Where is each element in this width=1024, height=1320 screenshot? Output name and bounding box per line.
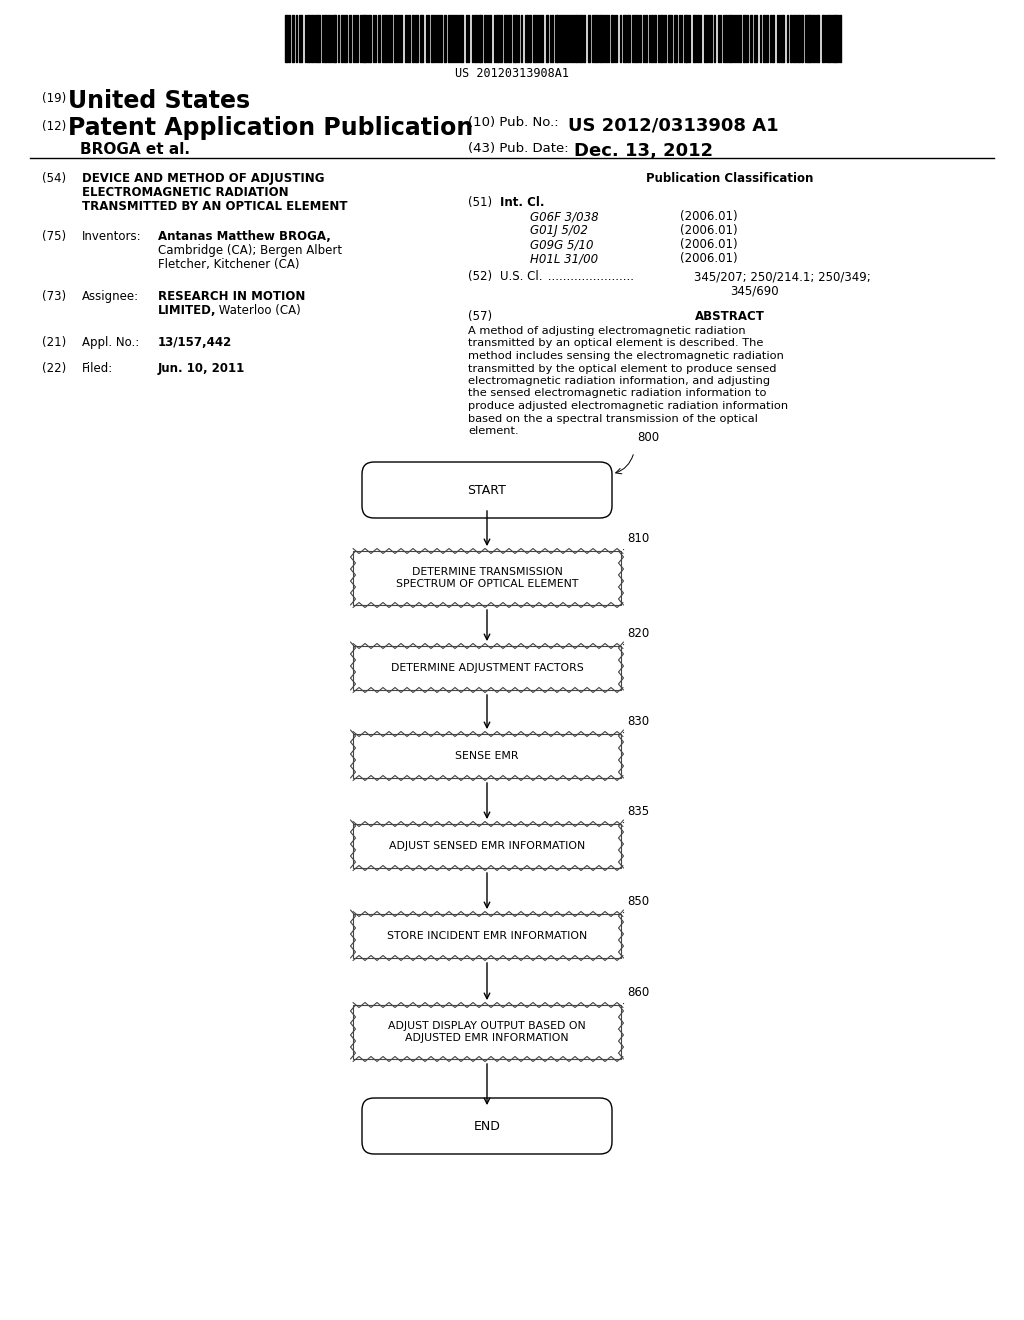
Text: A method of adjusting electromagnetic radiation: A method of adjusting electromagnetic ra…: [468, 326, 745, 337]
Text: produce adjusted electromagnetic radiation information: produce adjusted electromagnetic radiati…: [468, 401, 788, 411]
Text: G06F 3/038: G06F 3/038: [530, 210, 599, 223]
Text: (43) Pub. Date:: (43) Pub. Date:: [468, 143, 568, 154]
Text: G09G 5/10: G09G 5/10: [530, 238, 594, 251]
Text: DETERMINE TRANSMISSION
SPECTRUM OF OPTICAL ELEMENT: DETERMINE TRANSMISSION SPECTRUM OF OPTIC…: [396, 568, 579, 589]
Text: 835: 835: [627, 805, 649, 818]
Text: element.: element.: [468, 426, 518, 436]
Text: ADJUST SENSED EMR INFORMATION: ADJUST SENSED EMR INFORMATION: [389, 841, 585, 851]
Text: Patent Application Publication: Patent Application Publication: [68, 116, 473, 140]
FancyBboxPatch shape: [362, 1098, 612, 1154]
Text: (12): (12): [42, 120, 67, 133]
Text: Filed:: Filed:: [82, 362, 114, 375]
Text: Publication Classification: Publication Classification: [646, 172, 814, 185]
Text: RESEARCH IN MOTION: RESEARCH IN MOTION: [158, 290, 305, 304]
Text: Fletcher, Kitchener (CA): Fletcher, Kitchener (CA): [158, 257, 299, 271]
Text: .......................: .......................: [544, 271, 634, 282]
Text: H01L 31/00: H01L 31/00: [530, 252, 598, 265]
Text: US 20120313908A1: US 20120313908A1: [455, 67, 569, 81]
Text: Appl. No.:: Appl. No.:: [82, 337, 139, 348]
Text: transmitted by an optical element is described. The: transmitted by an optical element is des…: [468, 338, 763, 348]
Text: (75): (75): [42, 230, 67, 243]
Text: 13/157,442: 13/157,442: [158, 337, 232, 348]
Bar: [353, 1005, 621, 1059]
Bar: [353, 824, 621, 869]
Text: DETERMINE ADJUSTMENT FACTORS: DETERMINE ADJUSTMENT FACTORS: [390, 663, 584, 673]
Text: 830: 830: [627, 715, 649, 729]
Text: (52): (52): [468, 271, 493, 282]
Bar: [353, 645, 621, 690]
Text: (21): (21): [42, 337, 67, 348]
Text: DEVICE AND METHOD OF ADJUSTING: DEVICE AND METHOD OF ADJUSTING: [82, 172, 325, 185]
Text: the sensed electromagnetic radiation information to: the sensed electromagnetic radiation inf…: [468, 388, 767, 399]
Text: 800: 800: [637, 432, 659, 444]
Text: transmitted by the optical element to produce sensed: transmitted by the optical element to pr…: [468, 363, 776, 374]
Bar: [353, 550, 621, 605]
Text: (57): (57): [468, 310, 493, 323]
Text: STORE INCIDENT EMR INFORMATION: STORE INCIDENT EMR INFORMATION: [387, 931, 587, 941]
Text: 810: 810: [627, 532, 649, 545]
Text: ABSTRACT: ABSTRACT: [695, 310, 765, 323]
Text: (2006.01): (2006.01): [680, 210, 737, 223]
Text: END: END: [473, 1119, 501, 1133]
Text: (2006.01): (2006.01): [680, 252, 737, 265]
Text: Dec. 13, 2012: Dec. 13, 2012: [574, 143, 713, 160]
Text: 820: 820: [627, 627, 649, 640]
Text: method includes sensing the electromagnetic radiation: method includes sensing the electromagne…: [468, 351, 784, 360]
Text: 345/207; 250/214.1; 250/349;: 345/207; 250/214.1; 250/349;: [694, 271, 870, 282]
Text: (22): (22): [42, 362, 67, 375]
Text: U.S. Cl.: U.S. Cl.: [500, 271, 543, 282]
Text: Int. Cl.: Int. Cl.: [500, 195, 545, 209]
Text: START: START: [468, 483, 507, 496]
Text: (19): (19): [42, 92, 67, 106]
Text: 860: 860: [627, 986, 649, 999]
Text: (2006.01): (2006.01): [680, 224, 737, 238]
Text: SENSE EMR: SENSE EMR: [456, 751, 519, 762]
Text: United States: United States: [68, 88, 250, 114]
Text: US 2012/0313908 A1: US 2012/0313908 A1: [568, 116, 778, 135]
Text: LIMITED,: LIMITED,: [158, 304, 216, 317]
Text: electromagnetic radiation information, and adjusting: electromagnetic radiation information, a…: [468, 376, 770, 385]
Text: Cambridge (CA); Bergen Albert: Cambridge (CA); Bergen Albert: [158, 244, 342, 257]
Text: 345/690: 345/690: [730, 284, 778, 297]
Text: (54): (54): [42, 172, 67, 185]
Text: G01J 5/02: G01J 5/02: [530, 224, 588, 238]
FancyBboxPatch shape: [362, 462, 612, 517]
Text: based on the a spectral transmission of the optical: based on the a spectral transmission of …: [468, 413, 758, 424]
Bar: [353, 913, 621, 958]
Text: Inventors:: Inventors:: [82, 230, 141, 243]
Text: 850: 850: [627, 895, 649, 908]
Text: Jun. 10, 2011: Jun. 10, 2011: [158, 362, 246, 375]
Bar: [353, 734, 621, 777]
Text: BROGA et al.: BROGA et al.: [80, 143, 190, 157]
Text: ELECTROMAGNETIC RADIATION: ELECTROMAGNETIC RADIATION: [82, 186, 289, 199]
Text: Assignee:: Assignee:: [82, 290, 139, 304]
Text: (73): (73): [42, 290, 67, 304]
Text: Antanas Matthew BROGA,: Antanas Matthew BROGA,: [158, 230, 331, 243]
Text: (51): (51): [468, 195, 493, 209]
Text: (10) Pub. No.:: (10) Pub. No.:: [468, 116, 559, 129]
Text: ADJUST DISPLAY OUTPUT BASED ON
ADJUSTED EMR INFORMATION: ADJUST DISPLAY OUTPUT BASED ON ADJUSTED …: [388, 1022, 586, 1043]
Text: (2006.01): (2006.01): [680, 238, 737, 251]
Text: TRANSMITTED BY AN OPTICAL ELEMENT: TRANSMITTED BY AN OPTICAL ELEMENT: [82, 201, 347, 213]
Text: Waterloo (CA): Waterloo (CA): [215, 304, 301, 317]
